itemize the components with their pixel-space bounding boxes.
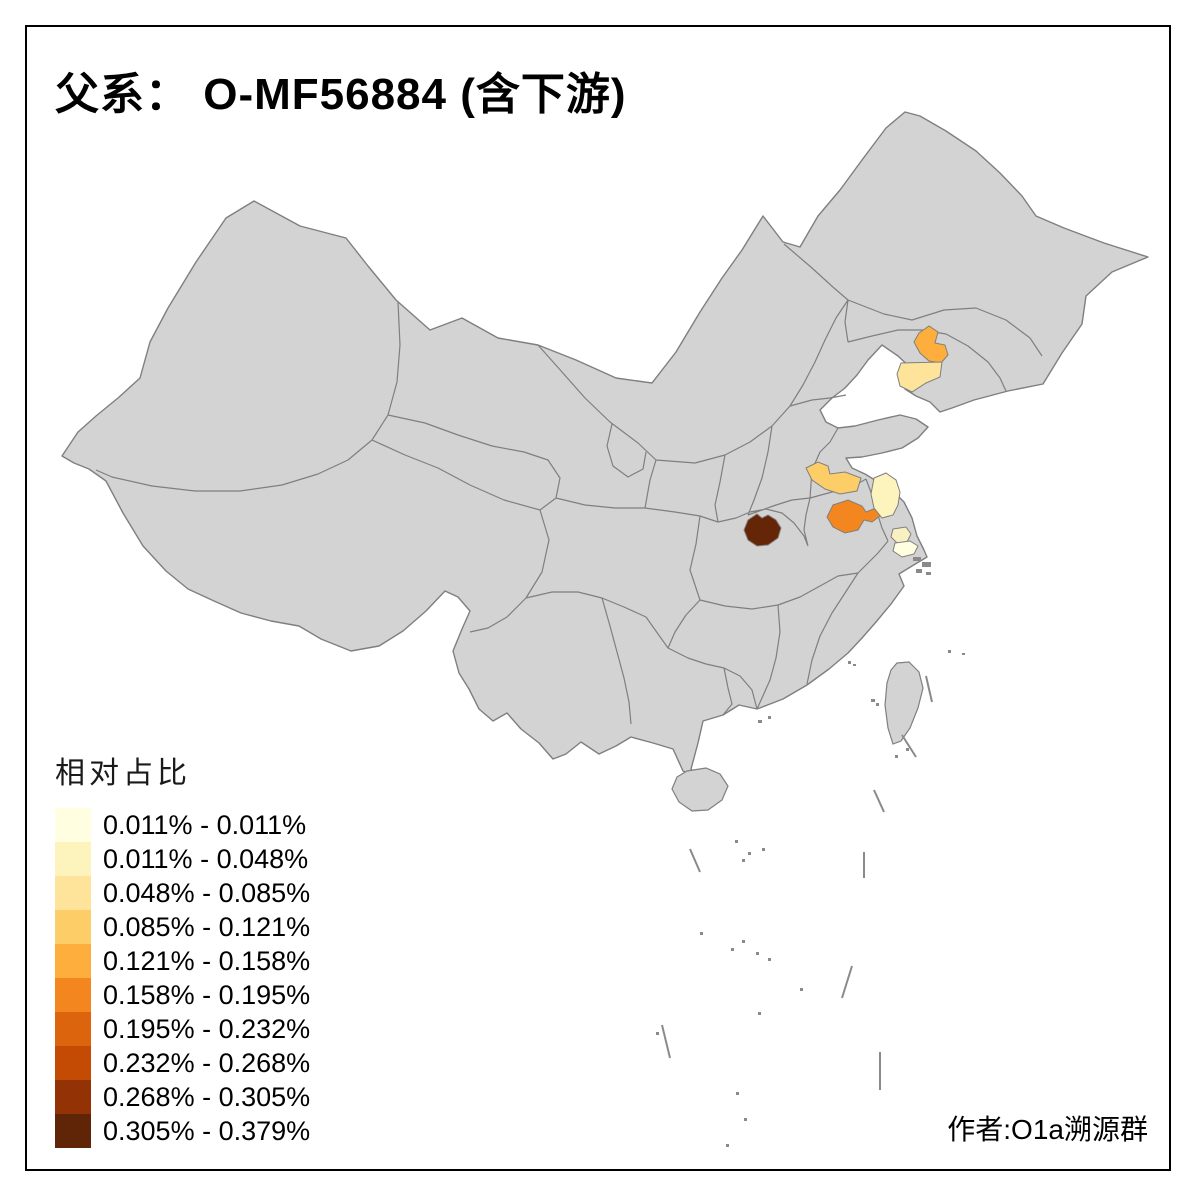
legend-swatch — [55, 808, 91, 842]
sea-boundary-dashes — [661, 675, 933, 1090]
legend-label: 0.232% - 0.268% — [103, 1047, 311, 1078]
legend-label: 0.011% - 0.048% — [103, 843, 309, 874]
legend-row: 0.011% - 0.011% — [55, 808, 310, 842]
legend-label: 0.305% - 0.379% — [103, 1115, 311, 1146]
legend-row: 0.121% - 0.158% — [55, 944, 310, 978]
hainan-island — [671, 767, 729, 812]
legend-label: 0.085% - 0.121% — [103, 911, 311, 942]
legend-swatch — [55, 876, 91, 910]
legend-row: 0.158% - 0.195% — [55, 978, 310, 1012]
legend-row: 0.048% - 0.085% — [55, 876, 310, 910]
legend-swatch — [55, 944, 91, 978]
province-borders — [95, 243, 1043, 725]
legend-swatch — [55, 1046, 91, 1080]
legend-row: 0.085% - 0.121% — [55, 910, 310, 944]
attribution-text: 作者:O1a溯源群 — [947, 1114, 1148, 1145]
page-title: 父系： O-MF56884 (含下游) — [55, 70, 627, 119]
legend-row: 0.305% - 0.379% — [55, 1114, 310, 1148]
region-nw-hubei — [743, 513, 782, 547]
small-islands — [656, 557, 965, 1147]
legend-row: 0.195% - 0.232% — [55, 1012, 310, 1046]
legend-swatch — [55, 1080, 91, 1114]
legend-row: 0.232% - 0.268% — [55, 1046, 310, 1080]
region-south-jiangsu — [890, 526, 912, 544]
taiwan-island — [884, 661, 924, 745]
legend-swatch — [55, 1012, 91, 1046]
legend-swatch — [55, 978, 91, 1012]
legend: 相对占比 0.011% - 0.011% 0.011% - 0.048% 0.048… — [55, 748, 310, 1148]
region-huaibei — [805, 461, 862, 495]
legend-swatch — [55, 842, 91, 876]
legend-rows: 0.011% - 0.011% 0.011% - 0.048% 0.048% - 0… — [55, 808, 310, 1148]
mainland-outline — [61, 111, 1149, 780]
legend-label: 0.048% - 0.085% — [103, 877, 311, 908]
legend-row: 0.011% - 0.048% — [55, 842, 310, 876]
region-liaoning-south — [896, 361, 943, 393]
legend-swatch — [55, 1114, 91, 1148]
legend-row: 0.268% - 0.305% — [55, 1080, 310, 1114]
region-shanghai-area — [892, 540, 919, 558]
legend-label: 0.121% - 0.158% — [103, 945, 311, 976]
legend-title: 相对占比 — [55, 757, 191, 790]
legend-label: 0.011% - 0.011% — [103, 809, 307, 840]
legend-label: 0.195% - 0.232% — [103, 1013, 311, 1044]
legend-label: 0.158% - 0.195% — [103, 979, 311, 1010]
region-liaoning-central — [913, 325, 949, 364]
legend-swatch — [55, 910, 91, 944]
region-hefei — [826, 499, 881, 534]
legend-label: 0.268% - 0.305% — [103, 1081, 311, 1112]
region-central-jiangsu — [870, 472, 901, 519]
